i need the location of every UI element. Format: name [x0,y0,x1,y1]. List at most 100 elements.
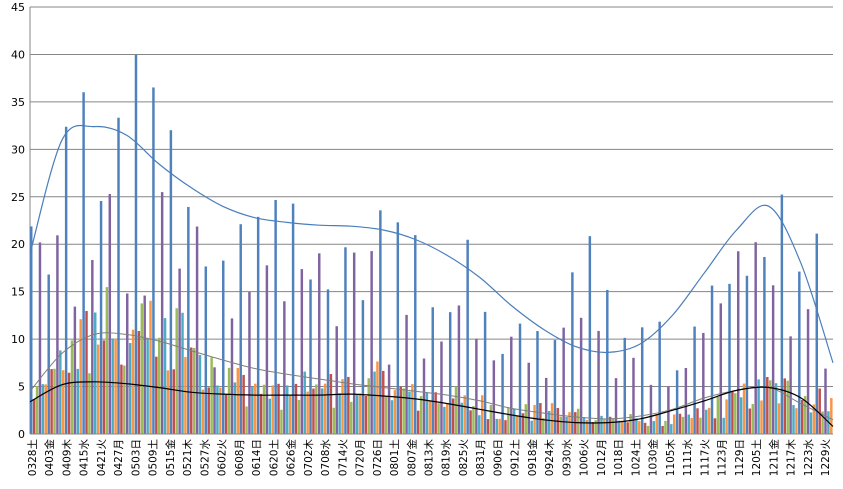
bar [766,377,769,434]
bar [492,360,496,434]
bar [763,256,766,434]
y-tick-label: 20 [11,238,25,251]
bar [454,386,458,434]
bar [544,377,548,434]
bar [451,398,455,434]
bar [184,357,187,434]
x-tick-label: 0403金 [43,439,56,477]
bar [41,384,45,434]
bar [114,338,117,434]
x-tick-label: 0819水 [441,439,453,477]
bar [134,54,138,434]
bar [256,216,260,434]
bar [379,210,382,434]
bar [498,418,501,434]
x-tick-label: 0421火 [96,439,108,477]
bar [393,390,397,434]
bar [518,323,522,434]
bar [158,337,161,434]
bar [446,404,449,434]
bar [579,317,583,434]
x-tick-label: 0906日 [493,439,505,476]
bar [699,417,702,434]
bar [527,362,530,434]
x-tick-label: 0720月 [355,439,367,476]
x-tick-label: 0415水 [79,439,91,477]
bar [286,385,289,434]
bar [239,224,242,434]
bar [652,421,656,434]
bar [210,357,213,434]
bar [332,407,336,434]
bar [486,419,490,434]
bar [655,413,658,434]
bar [358,393,362,434]
bar [35,386,39,434]
x-tick-label: 0918金 [526,439,539,477]
bar [352,252,356,434]
x-tick-label: 0702木 [303,439,315,477]
bar [291,203,295,434]
bar [495,418,498,434]
bar [809,412,813,434]
x-tick-label: 0714火 [337,439,349,477]
bar [137,331,141,434]
x-tick-label: 0620土 [267,439,280,476]
bar [344,247,347,434]
bar [812,404,816,434]
bar [414,235,417,434]
bar [588,236,592,434]
bar [222,260,225,434]
bar [507,407,510,434]
bar [384,396,388,434]
bar [440,341,443,434]
x-tick-label: 1211金 [767,439,780,477]
bar [728,283,731,434]
bar [690,418,693,434]
bar [405,314,408,434]
bar [53,368,56,434]
bar [422,358,426,434]
y-tick-label: 15 [11,286,25,299]
bar [780,194,784,434]
bar [94,312,97,434]
bar [565,416,568,434]
x-tick-label: 0503日 [130,439,142,476]
bar [661,425,664,434]
bar [457,305,461,434]
bar [751,403,755,434]
y-tick-label: 0 [18,428,25,441]
bar [530,420,533,434]
bar [687,414,690,434]
bar [539,403,542,434]
bar [192,348,196,434]
x-tick-label: 1006火 [579,439,591,477]
x-tick-label: 0521木 [182,439,194,477]
x-tick-label: 0614日 [251,439,263,476]
bar [824,368,827,434]
bar [274,200,277,434]
bar [684,367,688,434]
bar [120,364,123,434]
bar [207,387,210,434]
x-tick-label: 0912土 [509,439,522,476]
bar [294,383,298,434]
bar [73,306,77,434]
bar [99,201,103,434]
bar [713,418,717,434]
bar [131,329,135,434]
bar [649,384,653,434]
bar [350,401,353,434]
bar [480,395,484,434]
y-tick-label: 35 [11,96,25,109]
x-tick-label: 0515金 [164,439,177,477]
bar [338,393,341,434]
bar [646,425,650,434]
x-tick-label: 0527水 [199,439,211,477]
bar [425,392,429,434]
bar [664,420,667,434]
bar [416,410,420,434]
bar [201,389,205,434]
bar [431,307,434,434]
bar [736,251,740,434]
